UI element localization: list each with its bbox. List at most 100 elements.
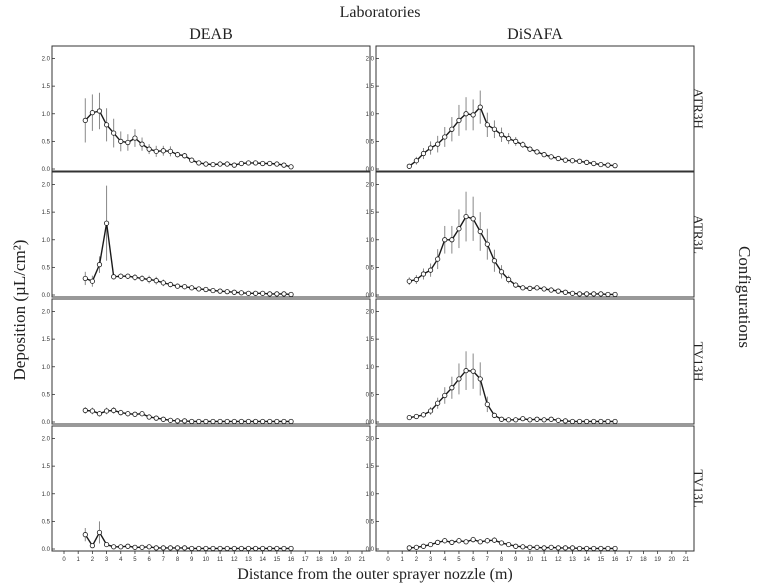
- data-point: [491, 126, 498, 132]
- data-point: [146, 544, 152, 550]
- row-label-atr3l: ATR3L: [691, 215, 706, 254]
- data-point: [224, 418, 230, 425]
- y-tick-label: 0.5: [42, 265, 51, 271]
- data-point: [167, 545, 174, 551]
- x-tick-label: 10: [203, 557, 210, 563]
- data-point: [252, 290, 259, 296]
- data-point: [217, 161, 223, 167]
- y-tick-label: 0.5: [42, 392, 51, 398]
- y-tick-label: 0.5: [366, 392, 375, 398]
- data-point: [555, 288, 561, 294]
- data-point: [288, 164, 294, 170]
- data-point: [182, 284, 188, 290]
- series-line: [84, 530, 291, 550]
- data-point: [598, 161, 604, 168]
- data-point: [274, 291, 280, 297]
- x-tick-label: 9: [514, 557, 518, 563]
- data-point: [555, 545, 561, 551]
- data-point: [470, 368, 476, 374]
- column-header-disafa: DiSAFA: [507, 26, 563, 43]
- data-point: [520, 142, 526, 148]
- data-point: [527, 285, 533, 291]
- data-point: [89, 278, 95, 284]
- x-tick-label: 16: [288, 557, 295, 563]
- data-point: [420, 271, 427, 277]
- data-point: [210, 161, 216, 168]
- data-point: [491, 412, 498, 418]
- data-point: [281, 291, 287, 297]
- x-tick-label: 11: [541, 557, 548, 563]
- x-tick-label: 18: [316, 557, 323, 563]
- data-point: [103, 408, 110, 414]
- data-point: [470, 537, 476, 543]
- data-point: [612, 291, 618, 298]
- data-point: [118, 544, 124, 550]
- data-point: [274, 161, 280, 167]
- data-point: [555, 417, 561, 423]
- data-point: [210, 287, 216, 294]
- data-point: [562, 418, 568, 424]
- data-point: [252, 545, 259, 552]
- x-tick-label: 2: [91, 557, 95, 563]
- data-point: [96, 108, 103, 114]
- data-point: [89, 110, 95, 116]
- data-point: [562, 289, 568, 295]
- data-point: [413, 544, 419, 550]
- x-tick-label: 17: [302, 557, 309, 563]
- data-point: [167, 281, 174, 288]
- x-tick-label: 2: [415, 557, 419, 563]
- data-point: [541, 417, 547, 423]
- y-tick-label: 0.0: [42, 293, 51, 299]
- data-point: [189, 285, 195, 291]
- data-point: [463, 213, 469, 220]
- data-point: [252, 160, 259, 166]
- data-point: [118, 410, 124, 416]
- data-point: [484, 538, 490, 544]
- data-point: [82, 117, 88, 123]
- data-point: [598, 545, 604, 552]
- data-point: [456, 538, 462, 544]
- data-point: [182, 418, 188, 424]
- x-tick-label: 16: [612, 557, 619, 563]
- column-header-deab: DEAB: [189, 26, 233, 43]
- series-line: [409, 369, 615, 423]
- data-point: [224, 161, 230, 167]
- data-point: [541, 152, 547, 158]
- data-point: [456, 117, 462, 123]
- series-line: [85, 223, 292, 296]
- data-point: [125, 139, 131, 146]
- data-point: [427, 267, 434, 273]
- data-point: [245, 290, 252, 296]
- data-point: [548, 287, 554, 293]
- x-tick-label: 0: [62, 557, 66, 563]
- data-point: [534, 416, 540, 422]
- data-point: [125, 411, 131, 417]
- data-point: [238, 160, 244, 167]
- data-point: [132, 135, 138, 141]
- data-point: [231, 545, 237, 552]
- data-point: [569, 158, 576, 164]
- data-point: [167, 417, 174, 423]
- data-point: [463, 539, 469, 545]
- data-point: [153, 545, 159, 551]
- data-point: [160, 148, 166, 154]
- data-point: [598, 291, 604, 297]
- y-tick-label: 1.5: [42, 337, 51, 343]
- y-tick-label: 2.0: [42, 183, 51, 189]
- y-tick-label: 1.5: [42, 84, 51, 90]
- data-point: [548, 154, 554, 160]
- data-point: [189, 418, 195, 425]
- data-point: [413, 413, 419, 420]
- data-point: [153, 148, 159, 154]
- y-tick-label: 1.5: [42, 210, 51, 216]
- data-point: [470, 112, 476, 118]
- y-tick-label: 0.5: [42, 139, 51, 145]
- data-point: [498, 132, 505, 138]
- data-point: [238, 545, 244, 552]
- x-tick-label: 7: [162, 557, 166, 563]
- y-tick-label: 1.5: [366, 337, 375, 343]
- data-point: [598, 418, 604, 425]
- y-tick-label: 0.0: [42, 420, 51, 426]
- data-point: [513, 543, 519, 549]
